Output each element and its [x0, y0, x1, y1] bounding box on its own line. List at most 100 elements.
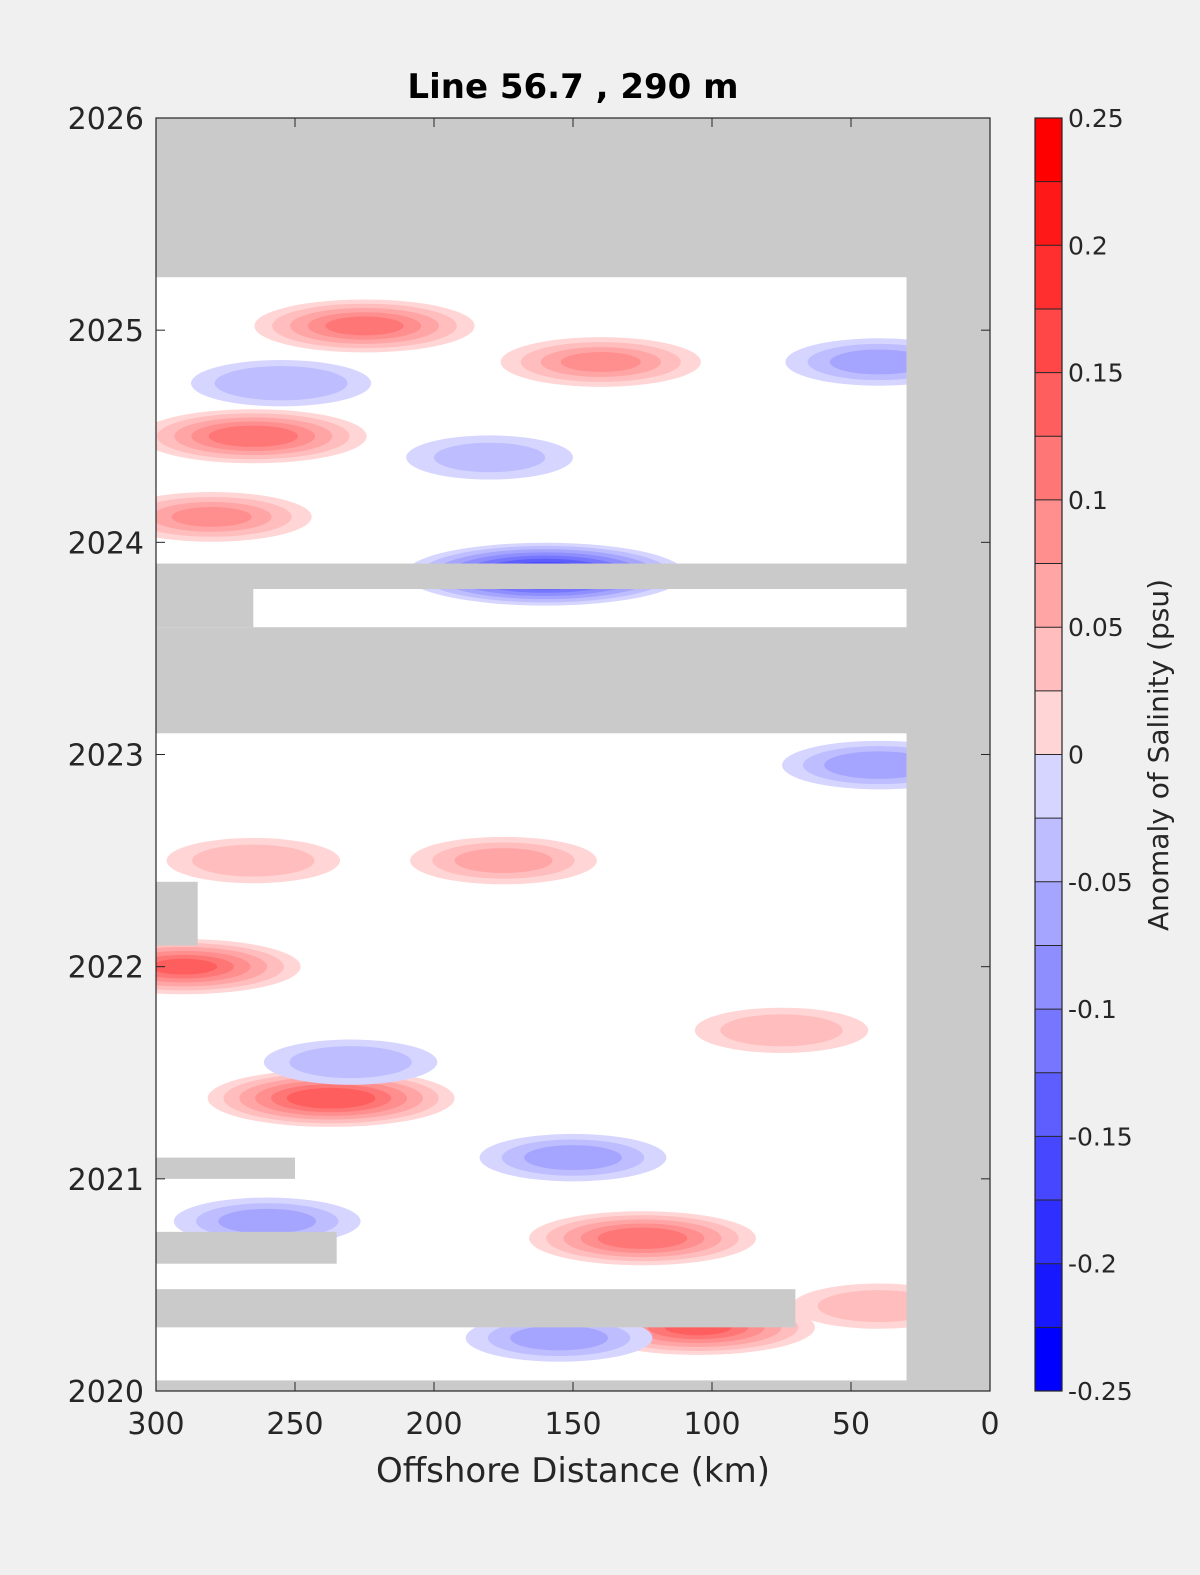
anomaly-blob — [207, 1069, 455, 1127]
colorbar-segment — [1035, 881, 1062, 946]
contour-level — [510, 1325, 609, 1351]
anomaly-blob — [156, 409, 367, 464]
contour-level — [208, 425, 298, 447]
contour-level — [289, 1046, 412, 1079]
contour-level — [218, 1208, 317, 1234]
contour-level — [156, 958, 218, 975]
contour-level — [824, 751, 907, 779]
anomaly-blob — [785, 338, 907, 386]
no-data-band — [156, 1231, 337, 1264]
colorbar-tick-label: -0.25 — [1068, 1377, 1133, 1406]
anomaly-blob — [406, 435, 573, 480]
anomaly-blob — [166, 837, 341, 884]
colorbar-tick-label: 0.05 — [1068, 613, 1124, 642]
x-tick-label: 100 — [683, 1407, 740, 1442]
no-data-band — [156, 1157, 295, 1179]
no-data-band — [156, 589, 254, 628]
contour-level — [597, 1227, 688, 1249]
colorbar-segment — [1035, 1200, 1062, 1265]
anomaly-blob — [156, 492, 312, 542]
colorbar-tick-label: 0.1 — [1068, 486, 1108, 515]
contour-level — [817, 1290, 907, 1323]
plot-area — [155, 117, 991, 1392]
anomaly-blob — [263, 1039, 438, 1085]
x-tick-label: 300 — [127, 1407, 184, 1442]
no-data-regions — [156, 118, 990, 1391]
y-tick-label: 2026 — [68, 102, 144, 137]
y-axis-ticks: 2020 2021 2022 2023 2024 2025 2026 — [68, 102, 990, 1410]
colorbar-segment — [1035, 181, 1062, 246]
anomaly-blob — [529, 1211, 756, 1266]
anomaly-blob — [500, 337, 701, 387]
colorbar-tick-label: 0.25 — [1068, 104, 1124, 133]
colorbar-segment — [1035, 436, 1062, 501]
contour-level — [720, 1014, 843, 1047]
no-data-band — [156, 563, 907, 590]
colorbar-segment — [1035, 563, 1062, 628]
x-tick-label: 200 — [405, 1407, 462, 1442]
colorbar-tick-label: -0.1 — [1068, 995, 1117, 1024]
x-tick-label: 50 — [832, 1407, 870, 1442]
no-data-band — [906, 277, 990, 1391]
colorbar-ticks: 0.25 0.2 0.15 0.1 0.05 0 -0.05 -0.1 -0.15 -0.2 -0.… — [1068, 104, 1133, 1406]
colorbar-segment — [1035, 1263, 1062, 1328]
colorbar-tick-label: 0 — [1068, 741, 1084, 770]
colorbar-segment — [1035, 499, 1062, 565]
anomaly-blob — [792, 1283, 907, 1329]
colorbar-segment — [1035, 308, 1062, 374]
colorbar-tick-label: -0.2 — [1068, 1250, 1117, 1279]
anomaly-blob — [254, 299, 475, 353]
anomaly-blob — [410, 836, 597, 885]
anomaly-blob — [782, 740, 907, 790]
colorbar-tick-label: -0.15 — [1068, 1122, 1133, 1151]
colorbar-segment — [1035, 372, 1062, 437]
anomaly-blob — [694, 1007, 869, 1053]
colorbar-segment — [1035, 118, 1062, 183]
colorbar-segment — [1035, 754, 1062, 819]
x-tick-label: 150 — [544, 1407, 601, 1442]
colorbar-tick-label: 0.15 — [1068, 359, 1124, 388]
colorbar-segment — [1035, 245, 1062, 310]
colorbar-segment — [1035, 1136, 1062, 1201]
colorbar-segment — [1035, 945, 1062, 1010]
y-tick-label: 2024 — [68, 526, 144, 561]
colorbar-segment — [1035, 627, 1062, 692]
contour-level — [434, 442, 546, 473]
contour-level — [214, 366, 348, 401]
y-tick-label: 2022 — [68, 951, 144, 986]
colorbar-segment — [1035, 1072, 1062, 1137]
colorbar-frame — [1034, 117, 1063, 1392]
colorbar-segment — [1035, 1009, 1062, 1074]
no-data-band — [156, 881, 198, 946]
contour-level — [524, 1145, 622, 1171]
contour-level — [454, 848, 553, 874]
anomaly-contours — [156, 299, 907, 1362]
colorbar-tick-label: -0.05 — [1068, 868, 1133, 897]
no-data-band — [156, 1289, 796, 1328]
anomaly-blob — [191, 360, 372, 407]
colorbar-segment — [1035, 690, 1062, 755]
y-tick-label: 2025 — [68, 314, 144, 349]
colorbar — [1034, 117, 1063, 1392]
x-axis-label: Offshore Distance (km) — [376, 1451, 770, 1491]
contour-level — [286, 1087, 376, 1109]
colorbar-tick-label: 0.2 — [1068, 231, 1108, 260]
y-tick-label: 2020 — [68, 1375, 144, 1410]
x-tick-label: 250 — [266, 1407, 323, 1442]
colorbar-segment — [1035, 1327, 1062, 1392]
chart-title: Line 56.7 , 290 m — [407, 67, 738, 107]
x-axis-ticks: 300 250 200 150 100 50 0 — [127, 118, 1000, 1442]
no-data-band — [156, 627, 907, 734]
contour-level — [325, 316, 404, 336]
anomaly-blob — [479, 1133, 667, 1182]
colorbar-segment — [1035, 818, 1062, 883]
colorbar-label: Anomaly of Salinity (psu) — [1142, 579, 1175, 931]
contour-level — [829, 349, 907, 375]
no-data-band — [156, 118, 990, 278]
y-tick-label: 2023 — [68, 739, 144, 774]
x-tick-label: 0 — [980, 1407, 999, 1442]
contour-level — [560, 352, 641, 372]
contour-level — [171, 506, 252, 527]
anomaly-blob — [156, 939, 301, 995]
